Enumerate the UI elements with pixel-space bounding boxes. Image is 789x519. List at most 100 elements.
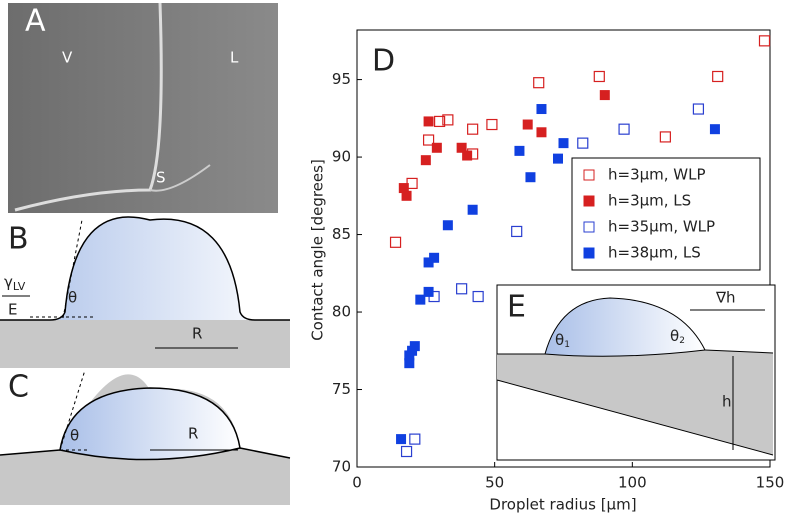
point <box>514 145 525 156</box>
point <box>420 155 431 166</box>
point <box>536 104 547 115</box>
y-tick-label: 75 <box>332 380 351 398</box>
label: L <box>230 49 239 67</box>
point <box>401 190 412 201</box>
photo <box>8 3 278 213</box>
panel-label: C <box>8 370 29 405</box>
label: θ2 <box>670 327 685 346</box>
point <box>400 445 413 458</box>
droplet <box>59 387 241 461</box>
legend-marker <box>583 247 595 259</box>
inset: E θ1 θ2 ∇h h <box>496 284 776 461</box>
point <box>536 127 547 138</box>
legend-box <box>571 157 761 271</box>
point <box>429 252 440 263</box>
point <box>442 114 454 126</box>
label: R <box>188 425 198 443</box>
point <box>422 134 435 146</box>
point <box>396 434 407 445</box>
point <box>558 138 569 149</box>
label: S <box>156 169 166 187</box>
x-tick-label: 0 <box>352 474 362 492</box>
point <box>577 137 589 149</box>
legend-marker <box>583 195 595 207</box>
label: 2 <box>679 336 685 346</box>
y-tick-label: 85 <box>332 225 351 243</box>
y-axis-label: Contact angle [degrees] <box>309 159 327 341</box>
label: θ <box>68 289 77 307</box>
legend-label: h=3μm, WLP <box>608 166 706 184</box>
panel-label: B <box>8 222 29 257</box>
label: θ <box>670 327 679 345</box>
x-axis-label: Droplet radius [μm] <box>489 496 636 514</box>
point <box>398 183 409 194</box>
point <box>434 115 446 128</box>
interface <box>0 447 291 459</box>
point <box>467 204 478 215</box>
legend-label: h=38μm, LS <box>608 244 701 262</box>
panel-label: A <box>25 4 46 39</box>
plot-frame <box>356 29 771 468</box>
label: h <box>722 393 732 411</box>
point <box>415 294 426 305</box>
point <box>456 283 468 295</box>
y-tick-label: 70 <box>332 458 351 476</box>
point <box>692 103 705 115</box>
point <box>409 341 420 352</box>
x-tick-label: 50 <box>485 474 504 492</box>
y-tick-label: 90 <box>332 148 351 166</box>
point <box>404 358 415 369</box>
label: θ1 <box>555 331 570 350</box>
point <box>522 119 533 130</box>
point <box>758 35 771 47</box>
point <box>552 153 563 164</box>
tangent <box>62 219 83 319</box>
point <box>618 123 630 135</box>
point <box>467 123 479 135</box>
point <box>423 286 434 297</box>
point <box>472 290 484 303</box>
point <box>511 225 523 238</box>
point <box>533 77 545 89</box>
panel-label: E <box>507 290 526 325</box>
droplet <box>0 216 290 321</box>
point <box>423 116 434 127</box>
substrate <box>0 320 290 368</box>
point <box>712 70 724 83</box>
x-tick-label: 100 <box>618 474 647 492</box>
point <box>599 90 610 101</box>
y-tick-label: 80 <box>332 303 351 321</box>
label: γ <box>4 273 13 291</box>
droplet <box>544 297 706 357</box>
legend-marker <box>583 169 595 181</box>
interface <box>496 349 774 456</box>
point <box>486 118 498 131</box>
point <box>456 142 467 153</box>
point <box>442 220 453 231</box>
point <box>423 257 434 268</box>
label: 1 <box>564 340 570 350</box>
label: θ <box>555 331 564 349</box>
label: V <box>62 49 73 67</box>
label: θ <box>70 427 79 445</box>
point <box>593 70 605 83</box>
legend-marker <box>583 221 595 233</box>
point <box>431 142 442 153</box>
legend-label: h=35μm, WLP <box>608 218 715 236</box>
legend-label: h=3μm, LS <box>608 192 691 210</box>
point <box>525 172 536 183</box>
label: γLV <box>4 273 26 294</box>
point <box>389 236 402 248</box>
label: LV <box>13 280 26 293</box>
point <box>659 131 671 143</box>
tangent <box>59 369 86 451</box>
y-tick-label: 95 <box>332 70 351 88</box>
label: E <box>8 301 17 319</box>
interface <box>149 164 211 192</box>
x-tick-label: 150 <box>756 474 785 492</box>
point <box>709 124 720 135</box>
point <box>409 433 421 445</box>
point <box>462 150 473 161</box>
panel-label: D <box>372 44 395 79</box>
